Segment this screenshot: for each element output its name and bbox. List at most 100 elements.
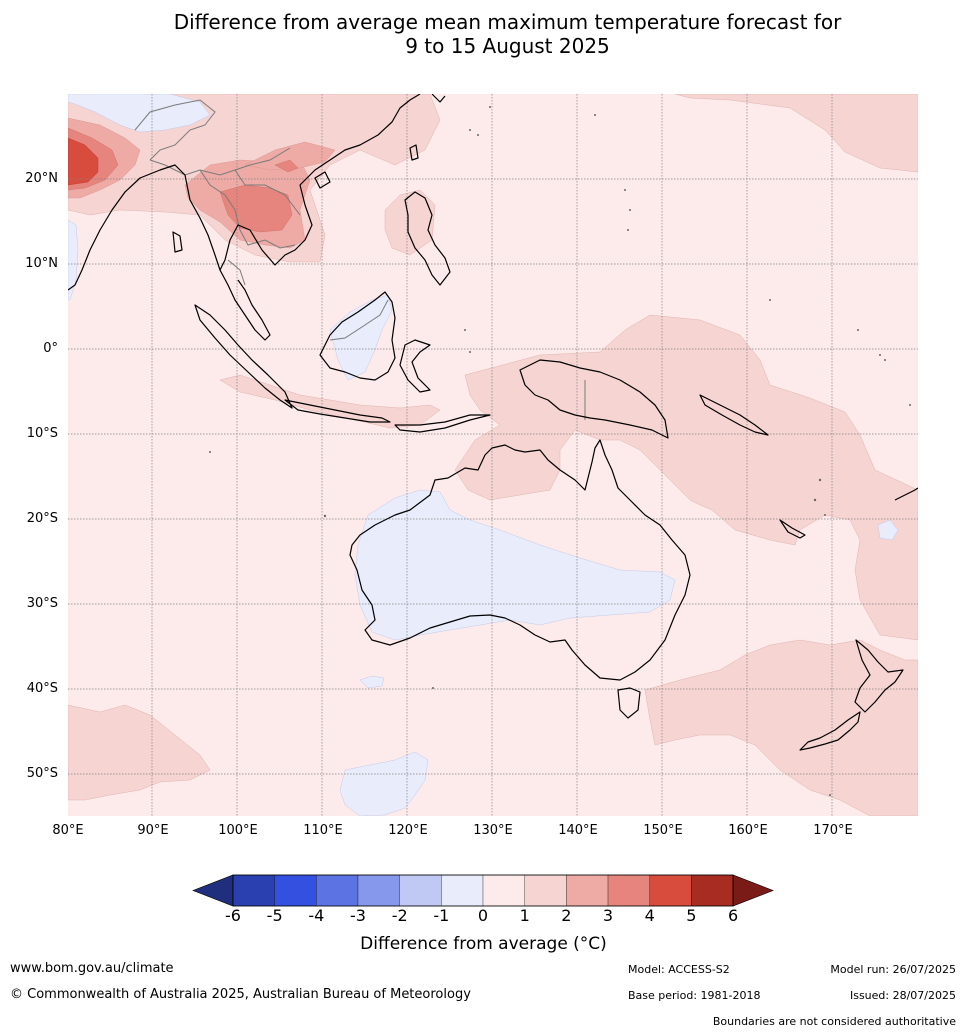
map-title: Difference from average mean maximum tem… [0, 10, 965, 58]
anomaly-region-borneo [329, 294, 393, 381]
lat-label-0: 0° [43, 341, 58, 356]
lon-label-120e: 120°E [388, 823, 428, 838]
anomaly-region-south-china [244, 141, 336, 171]
lon-label-140e: 140°E [558, 823, 598, 838]
legend-tick-label: -1 [433, 906, 450, 925]
small-islands [209, 106, 911, 796]
coastline-australia [349, 439, 691, 681]
legend-swatch-2-to-3 [566, 874, 609, 907]
legend-swatch-below-min [192, 874, 234, 907]
legend-tick-label: -6 [225, 906, 241, 925]
legend-swatch--2-to--1 [399, 874, 442, 907]
lon-label-130e: 130°E [473, 823, 513, 838]
footer-model: Model: ACCESS-S2 [628, 963, 730, 976]
anomaly-region-southern-ocean [339, 751, 429, 816]
legend-tick-label: 5 [686, 906, 697, 925]
legend-swatch-1-to-2 [524, 874, 567, 907]
coastline-java [284, 399, 391, 423]
footer-base-period: Base period: 1981-2018 [628, 989, 761, 1002]
anomaly-region-guangxi [274, 159, 299, 173]
coastline-sulawesi [399, 339, 431, 393]
anomaly-1-to-2-regions [68, 94, 918, 816]
legend-tick-label: -5 [266, 906, 283, 925]
anomaly-region-tropical-pacific [454, 314, 918, 641]
lat-label-20s: 20°S [26, 511, 58, 526]
lon-label-90e: 90°E [137, 823, 169, 838]
legend-tick-label: 6 [727, 906, 739, 925]
legend-swatch--3-to--2 [357, 874, 400, 907]
anomaly-region-northwest-india-core [68, 137, 99, 186]
anomaly-region-southern-ocean-west [68, 704, 211, 801]
legend-tick-label: -2 [391, 906, 408, 925]
lat-label-40s: 40°S [26, 681, 58, 696]
legend-tick-label: 2 [561, 906, 572, 925]
lat-label-10n: 10°N [25, 256, 58, 271]
lat-label-50s: 50°S [26, 766, 58, 781]
coastline-tasmania [617, 687, 641, 719]
legend-tick-label: 4 [644, 906, 655, 925]
coastline-taiwan [409, 144, 419, 161]
country-borders [134, 99, 586, 420]
footer-disclaimer: Boundaries are not considered authoritat… [712, 1015, 956, 1028]
coastline-solomons [699, 394, 769, 436]
legend-title: Difference from average (°C) [360, 934, 607, 954]
lon-label-100e: 100°E [218, 823, 258, 838]
coastline-sri-lanka [172, 231, 183, 253]
coastline-borneo [319, 291, 396, 381]
anomaly-region-java-sea [219, 374, 441, 429]
footer-website: www.bom.gov.au/climate [10, 961, 174, 976]
coastline-hainan [314, 171, 331, 189]
anomaly-region-south-of-australia [359, 675, 385, 689]
lon-label-160e: 160°E [728, 823, 768, 838]
legend-tick-label: 0 [477, 906, 489, 925]
legend-swatch--4-to--3 [316, 874, 359, 907]
map-title-line1: Difference from average mean maximum tem… [173, 10, 842, 34]
coastline-korea-japan [431, 94, 446, 103]
anomaly-minus1-to-0-regions [68, 94, 899, 816]
lon-label-170e: 170°E [813, 823, 853, 838]
coastline-sumatra [194, 304, 293, 409]
footer-model-run: Model run: 26/07/2025 [830, 963, 956, 976]
legend-swatch--6-to--5 [232, 874, 275, 907]
legend-swatch-above-max [732, 874, 774, 907]
legend-frame [232, 874, 734, 907]
lat-label-10s: 10°S [26, 426, 58, 441]
legend-swatch-0-to-1 [482, 874, 525, 907]
anomaly-region-western-australia [354, 489, 676, 641]
lon-label-150e: 150°E [643, 823, 683, 838]
legend-swatch-3-to-4 [607, 874, 650, 907]
footer-copyright: © Commonwealth of Australia 2025, Austra… [10, 987, 471, 1002]
footer-issued: Issued: 28/07/2025 [849, 989, 956, 1002]
coastlines [68, 94, 918, 751]
anomaly-region-india-west-coast [68, 219, 79, 301]
legend-swatch-4-to-5 [649, 874, 692, 907]
coastline-new-caledonia [779, 519, 806, 539]
anomaly-region-tasman-sea [644, 639, 918, 816]
anomaly-region-northwest-pacific [674, 94, 918, 173]
lat-label-20n: 20°N [25, 171, 58, 186]
lat-label-30s: 30°S [26, 596, 58, 611]
legend-swatch-5-to-6 [691, 874, 734, 907]
map-title-line2: 9 to 15 August 2025 [405, 34, 610, 58]
legend-swatch--1-to-0 [441, 874, 484, 907]
lon-label-110e: 110°E [303, 823, 343, 838]
coastline-new-zealand-north [854, 639, 904, 713]
coastline-fiji [894, 487, 918, 501]
coastline-new-zealand-south [799, 711, 861, 751]
legend-tick-label: 3 [602, 906, 614, 925]
legend-tick-label: 1 [519, 906, 530, 925]
coastline-philippines [404, 191, 451, 286]
coastline-lesser-sunda [394, 414, 491, 433]
coastline-new-guinea [519, 359, 669, 439]
graticule [68, 94, 918, 816]
anomaly-region-coral-sea [877, 519, 899, 541]
anomaly-4-to-5-regions [68, 137, 99, 186]
lon-label-80e: 80°E [52, 823, 84, 838]
legend-tick-label: -3 [350, 906, 366, 925]
legend-swatch--5-to--4 [274, 874, 317, 907]
coastline-asia-mainland [68, 94, 421, 291]
legend-tick-label: -4 [308, 906, 325, 925]
coastline-malay-peninsula [219, 269, 271, 341]
